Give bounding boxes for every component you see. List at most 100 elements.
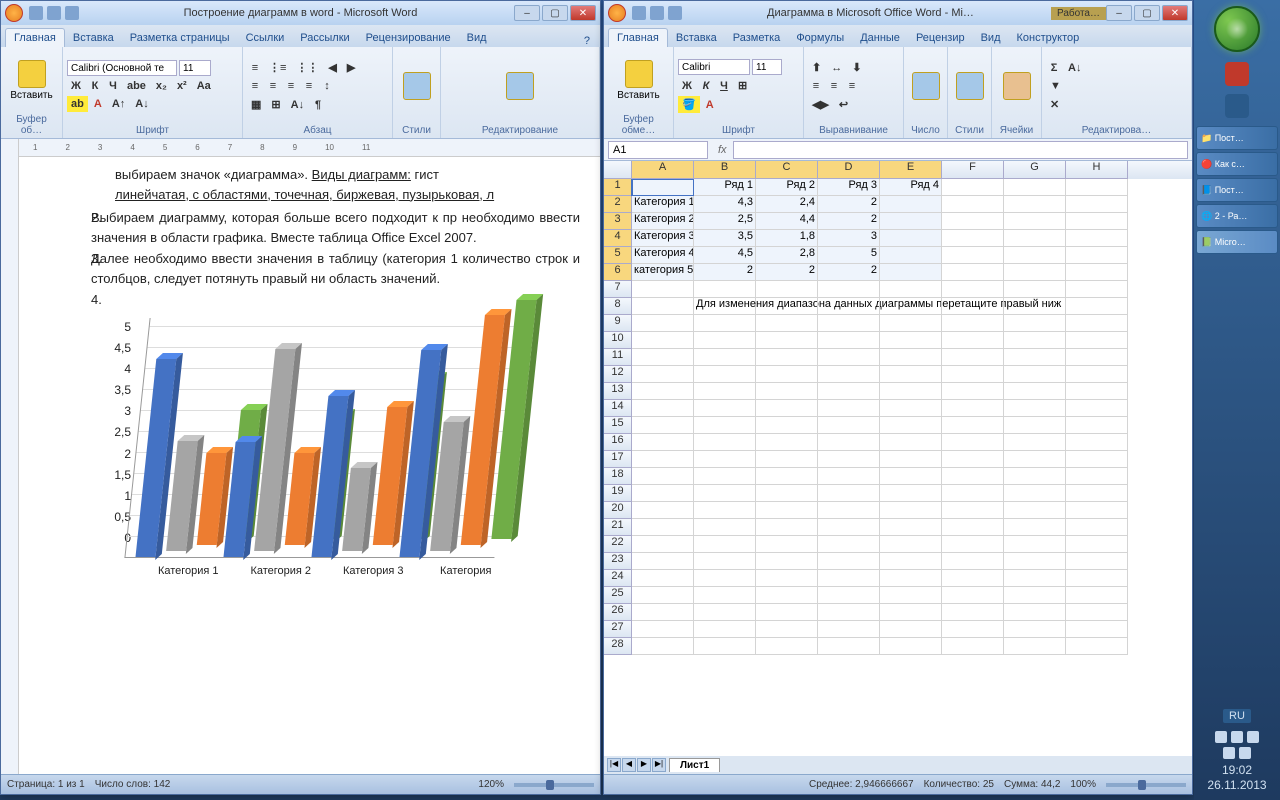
cell[interactable] [880,485,942,502]
cell[interactable] [756,502,818,519]
cell[interactable]: 2 [694,264,756,281]
cell[interactable]: 3 [818,230,880,247]
bold-button[interactable]: Ж [678,78,696,94]
cell[interactable] [632,638,694,655]
cell[interactable] [1004,383,1066,400]
italic-button[interactable]: К [698,78,714,94]
cell[interactable]: Ряд 2 [756,179,818,196]
redo-icon[interactable] [668,6,682,20]
cell[interactable] [942,196,1004,213]
cell[interactable] [756,553,818,570]
cell[interactable] [632,366,694,383]
cell[interactable] [1004,179,1066,196]
cell[interactable]: Ряд 3 [818,179,880,196]
autosum-icon[interactable]: Σ [1046,60,1062,76]
indent-inc-icon[interactable]: ▶ [343,59,359,76]
ribbon-tab[interactable]: Вид [459,29,495,47]
align-top-icon[interactable]: ⬆ [808,59,825,76]
cell[interactable] [1066,638,1128,655]
cell[interactable] [880,621,942,638]
zoom-value[interactable]: 120% [478,779,504,790]
ribbon-tab[interactable]: Вид [973,29,1009,47]
sheet-tab[interactable]: Лист1 [669,758,720,772]
cell[interactable] [880,587,942,604]
zoom-slider[interactable] [514,783,594,787]
cell[interactable] [1066,468,1128,485]
cell[interactable] [1004,485,1066,502]
shading-icon[interactable]: ▦ [247,96,265,113]
cell[interactable] [1066,570,1128,587]
cell[interactable] [942,468,1004,485]
cell[interactable] [1066,400,1128,417]
ribbon-tab[interactable]: Ссылки [238,29,293,47]
cell[interactable]: Ряд 4 [880,179,942,196]
paste-label[interactable]: Вставить [617,90,659,101]
cell[interactable] [1066,519,1128,536]
row-header[interactable]: 8 [604,298,632,315]
cell[interactable] [694,281,756,298]
undo-icon[interactable] [650,6,664,20]
sheet-nav-first-icon[interactable]: |◀ [607,758,621,772]
clear-icon[interactable]: ✕ [1046,96,1063,113]
cell[interactable] [942,638,1004,655]
ribbon-tab[interactable]: Рассылки [292,29,357,47]
taskbar-task[interactable]: 📁 Пост… [1196,126,1278,150]
cell[interactable] [818,349,880,366]
cell[interactable] [1066,315,1128,332]
tray-icon[interactable] [1247,731,1259,743]
column-headers[interactable]: ABCDEFGH [604,161,1192,179]
ribbon-tab[interactable]: Главная [608,28,668,47]
column-header[interactable]: H [1066,161,1128,179]
align-center-icon[interactable]: ≡ [265,78,281,94]
align-center-icon[interactable]: ≡ [826,78,842,94]
cell[interactable] [756,417,818,434]
cell[interactable] [942,332,1004,349]
cell[interactable] [880,366,942,383]
underline-button[interactable]: Ч [716,78,732,94]
cell[interactable] [756,519,818,536]
cell[interactable] [818,383,880,400]
cell[interactable]: Категория 4 [632,247,694,264]
numbering-icon[interactable]: ⋮≡ [265,59,290,76]
find-icon[interactable] [506,72,534,100]
cell[interactable] [1004,230,1066,247]
row-header[interactable]: 16 [604,434,632,451]
sheet-nav-next-icon[interactable]: ▶ [637,758,651,772]
column-header[interactable]: C [756,161,818,179]
cell[interactable] [1004,536,1066,553]
cell[interactable] [756,298,818,315]
cell[interactable]: 5 [818,247,880,264]
cell[interactable] [1066,485,1128,502]
row-header[interactable]: 26 [604,604,632,621]
maximize-button[interactable]: ▢ [1134,5,1160,21]
borders-icon[interactable]: ⊞ [267,96,284,113]
grow-font-icon[interactable]: A↑ [108,96,129,112]
cell[interactable] [880,502,942,519]
cell[interactable] [1066,621,1128,638]
justify-icon[interactable]: ≡ [301,78,317,94]
cell[interactable] [1004,366,1066,383]
cell[interactable] [880,213,942,230]
cell[interactable] [632,315,694,332]
sort-filter-icon[interactable]: A↓ [1064,60,1085,76]
cell[interactable] [942,502,1004,519]
ribbon-tab[interactable]: Вставка [65,29,122,47]
cell[interactable] [756,434,818,451]
cell[interactable]: 2 [818,213,880,230]
font-color-icon[interactable]: A [90,96,106,112]
cell[interactable] [942,587,1004,604]
cell[interactable] [818,417,880,434]
bullets-icon[interactable]: ≡ [247,60,263,76]
paste-icon[interactable] [625,60,653,88]
tray-icon[interactable] [1223,747,1235,759]
cell[interactable]: Категория 1 [632,196,694,213]
cell[interactable] [818,536,880,553]
cell[interactable] [1004,587,1066,604]
close-button[interactable]: ✕ [570,5,596,21]
column-header[interactable]: B [694,161,756,179]
page-status[interactable]: Страница: 1 из 1 [7,779,85,790]
cell[interactable] [632,332,694,349]
save-icon[interactable] [29,6,43,20]
cell[interactable] [942,485,1004,502]
cell[interactable] [880,264,942,281]
